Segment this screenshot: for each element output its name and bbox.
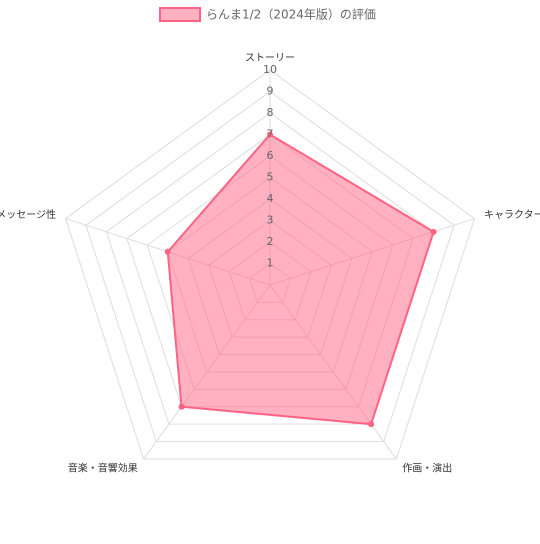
r-tick-label: 9: [267, 85, 274, 98]
category-label: 音楽・音響効果: [68, 462, 138, 475]
r-tick-label: 5: [267, 171, 274, 184]
legend-label: らんま1/2（2024年版）の評価: [206, 7, 376, 22]
data-point: [368, 421, 375, 428]
r-tick-label: 2: [267, 235, 274, 248]
grid-line: [105, 112, 435, 425]
data-point: [178, 403, 185, 410]
r-tick-label: 10: [263, 63, 277, 76]
r-tick-label: 7: [267, 128, 274, 141]
r-tick-label: 8: [267, 106, 274, 119]
data-area: [166, 133, 435, 426]
category-label: メッセージ性: [0, 208, 56, 221]
r-tick-label: 4: [267, 192, 274, 205]
legend-swatch: [159, 7, 201, 22]
r-tick-label: 3: [267, 214, 274, 227]
grid-line: [85, 90, 455, 443]
data-point: [430, 228, 437, 235]
data-point: [267, 131, 273, 138]
r-tick-label: 1: [267, 257, 274, 270]
category-label: 作画・演出: [402, 462, 452, 475]
data-point: [164, 248, 171, 255]
category-label: ストーリー: [245, 53, 295, 64]
grid-line: [64, 69, 476, 460]
r-tick-label: 6: [267, 149, 274, 162]
category-label: キャラクター: [484, 209, 540, 221]
